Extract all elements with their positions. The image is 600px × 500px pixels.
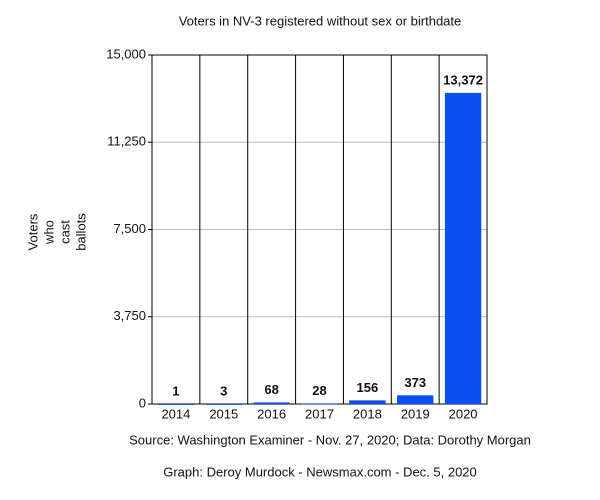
bar <box>205 403 242 405</box>
value-label: 68 <box>264 382 278 397</box>
y-axis-label: cast <box>57 220 72 244</box>
y-tick-label: 15,000 <box>106 46 146 61</box>
y-tick-label: 7,500 <box>113 221 146 236</box>
x-tick-label: 2015 <box>209 406 238 421</box>
x-tick-label: 2014 <box>161 406 190 421</box>
y-tick-label: 0 <box>139 395 146 410</box>
bar <box>444 92 482 404</box>
y-axis-label: who <box>41 220 56 245</box>
x-tick-label: 2017 <box>305 406 334 421</box>
value-label: 28 <box>312 383 326 398</box>
value-label: 156 <box>357 380 379 395</box>
value-label: 13,372 <box>443 72 483 87</box>
source-note: Source: Washington Examiner - Nov. 27, 2… <box>129 432 531 447</box>
x-tick-label: 2020 <box>449 406 478 421</box>
chart-title: Voters in NV-3 registered without sex or… <box>179 13 462 28</box>
x-tick-label: 2018 <box>353 406 382 421</box>
bar <box>349 400 386 404</box>
bar <box>253 402 290 404</box>
x-tick-label: 2019 <box>401 406 430 421</box>
bar <box>157 403 195 405</box>
bar <box>397 395 434 404</box>
value-label: 3 <box>220 383 227 398</box>
credit-note: Graph: Deroy Murdock - Newsmax.com - Dec… <box>163 464 477 479</box>
bar <box>301 403 338 405</box>
x-tick-label: 2016 <box>257 406 286 421</box>
value-label: 1 <box>172 383 179 398</box>
y-tick-label: 3,750 <box>113 308 146 323</box>
value-label: 373 <box>404 375 426 390</box>
y-axis-label: Voters <box>25 213 40 250</box>
y-axis-label: ballots <box>73 213 88 251</box>
y-tick-label: 11,250 <box>107 134 146 149</box>
